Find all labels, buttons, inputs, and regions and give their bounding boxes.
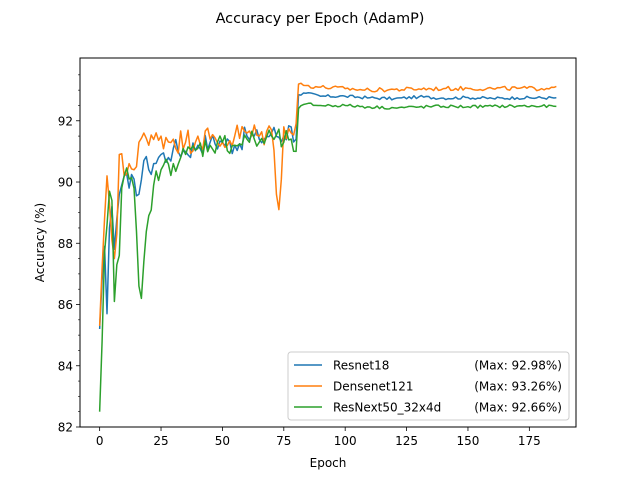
legend-series-max: (Max: 92.98%) xyxy=(474,359,562,373)
y-axis-ticks: 82 84 86 88 90 92 xyxy=(58,74,80,435)
x-tick-label: 125 xyxy=(395,434,418,448)
y-tick-label: 92 xyxy=(58,114,73,128)
y-tick-label: 84 xyxy=(58,359,73,373)
series-line-2 xyxy=(98,102,557,412)
series-line-0 xyxy=(98,92,557,330)
legend-box xyxy=(287,351,570,421)
plot-lines xyxy=(98,82,557,412)
x-axis-label: Epoch xyxy=(310,456,347,470)
x-tick-label: 25 xyxy=(153,434,168,448)
legend-series-max: (Max: 92.66%) xyxy=(474,401,562,415)
x-tick-label: 0 xyxy=(96,434,104,448)
x-tick-label: 100 xyxy=(334,434,357,448)
y-tick-label: 90 xyxy=(58,176,73,190)
legend: Resnet18 (Max: 92.98%) Densenet121 (Max: 93… xyxy=(287,351,570,421)
legend-series-name: ResNext50_32x4d xyxy=(333,401,441,415)
y-tick-label: 88 xyxy=(58,237,73,251)
x-tick-label: 175 xyxy=(518,434,541,448)
plot-frame xyxy=(79,57,577,428)
chart-title: Accuracy per Epoch (AdamP) xyxy=(216,11,425,27)
series-line-1 xyxy=(98,82,557,326)
x-axis-ticks: 0 25 50 75 100 125 150 175 xyxy=(96,427,541,448)
y-tick-label: 86 xyxy=(58,298,73,312)
x-tick-label: 50 xyxy=(215,434,230,448)
legend-series-max: (Max: 93.26%) xyxy=(474,380,562,394)
x-tick-label: 75 xyxy=(276,434,291,448)
y-tick-label: 82 xyxy=(58,421,73,435)
y-axis-label: Accuracy (%) xyxy=(33,203,47,282)
x-tick-label: 150 xyxy=(457,434,480,448)
legend-series-name: Resnet18 xyxy=(333,359,389,373)
legend-series-name: Densenet121 xyxy=(333,380,413,394)
